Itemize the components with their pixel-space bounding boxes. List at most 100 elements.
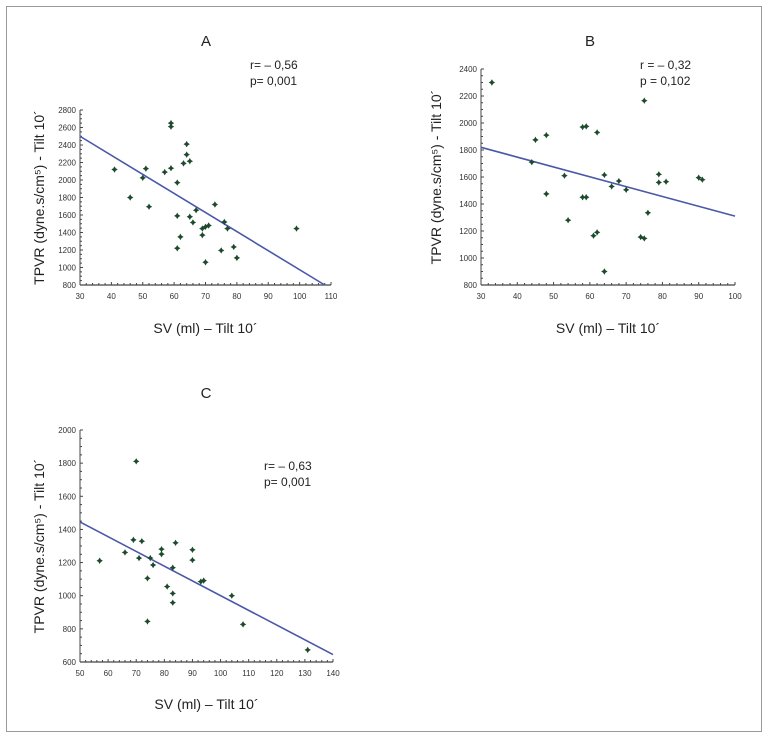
data-point: [180, 160, 187, 167]
x-tick-label: 60: [585, 292, 594, 301]
data-point: [561, 172, 568, 179]
data-point: [186, 157, 194, 165]
data-point: [224, 225, 231, 232]
data-point: [593, 129, 601, 136]
x-tick-label: 90: [264, 292, 273, 301]
x-tick-label: 70: [201, 292, 210, 301]
x-tick-label: 110: [242, 669, 255, 678]
data-point: [189, 546, 196, 554]
data-point: [488, 79, 496, 86]
data-point: [183, 140, 190, 148]
data-point: [161, 168, 168, 176]
data-point: [169, 564, 176, 571]
y-tick-label: 1400: [459, 200, 477, 209]
x-tick-label: 130: [298, 669, 312, 678]
stat-annotation: p= 0,001: [250, 74, 297, 88]
y-tick-label: 2000: [459, 119, 477, 128]
panel-title: A: [201, 33, 211, 50]
data-point: [147, 554, 154, 562]
x-tick-label: 60: [170, 292, 179, 301]
data-point: [601, 171, 608, 179]
x-tick-label: 50: [76, 669, 85, 678]
x-tick-label: 100: [728, 292, 742, 301]
y-tick-label: 2400: [58, 141, 76, 150]
y-tick-label: 2200: [58, 159, 76, 168]
data-point: [583, 123, 590, 130]
y-tick-label: 1600: [58, 492, 76, 501]
regression-line: [79, 521, 334, 656]
data-point: [601, 268, 608, 275]
data-point: [230, 243, 237, 251]
y-tick-label: 1400: [58, 525, 76, 534]
x-tick-label: 90: [694, 292, 703, 301]
data-point: [139, 174, 146, 182]
data-point: [528, 158, 535, 166]
x-tick-label: 30: [477, 292, 486, 301]
data-point: [211, 201, 219, 208]
x-tick-label: 80: [658, 292, 667, 301]
data-point: [233, 254, 241, 262]
stat-annotation: r= – 0,56: [250, 58, 298, 72]
data-point: [121, 549, 129, 556]
stat-annotation: r= – 0,63: [264, 459, 312, 473]
y-tick-label: 1400: [58, 229, 76, 238]
data-point: [304, 646, 311, 654]
stat-annotation: p= 0,001: [264, 475, 311, 489]
panel-title: C: [201, 385, 212, 402]
data-point: [662, 178, 670, 185]
data-point: [543, 131, 550, 139]
data-point: [637, 233, 644, 241]
regression-line: [480, 146, 736, 217]
regression-line: [79, 135, 326, 286]
y-axis-label: TPVR (dyne.s/cm⁵) - Tilt 10´: [428, 90, 444, 265]
data-point: [186, 213, 194, 220]
y-tick-label: 2000: [58, 426, 76, 435]
x-tick-label: 40: [107, 292, 116, 301]
data-point: [167, 123, 175, 130]
data-point: [583, 194, 590, 201]
y-tick-label: 1200: [459, 227, 477, 236]
data-point: [205, 222, 212, 229]
data-point: [221, 218, 228, 226]
data-point: [202, 223, 209, 231]
y-tick-label: 800: [63, 281, 77, 290]
data-point: [579, 194, 586, 201]
y-tick-label: 2200: [459, 92, 477, 101]
y-tick-label: 1200: [58, 559, 76, 568]
x-tick-label: 120: [270, 669, 284, 678]
data-point: [615, 177, 623, 185]
y-tick-label: 1000: [58, 592, 76, 601]
x-tick-label: 90: [188, 669, 197, 678]
x-tick-label: 140: [326, 669, 340, 678]
data-point: [174, 179, 181, 186]
y-tick-label: 800: [63, 625, 77, 634]
x-tick-label: 60: [104, 669, 113, 678]
data-point: [158, 550, 165, 558]
x-axis-label: SV (ml) – Tilt 10´: [153, 320, 257, 336]
data-point: [167, 164, 175, 172]
panel-b: 30 40 50 60 70 80 90 100 800 1000 1200 1400 1600 1800…: [428, 33, 742, 336]
data-point: [622, 186, 630, 194]
data-point: [172, 539, 179, 547]
data-point: [189, 219, 197, 226]
data-point: [543, 190, 550, 198]
data-point: [144, 575, 151, 582]
data-point: [695, 174, 702, 181]
data-point: [144, 618, 151, 625]
y-tick-label: 2000: [58, 176, 76, 185]
y-tick-label: 1800: [459, 146, 477, 155]
data-point: [167, 119, 175, 127]
x-tick-label: 40: [513, 292, 522, 301]
x-tick-label: 30: [76, 292, 85, 301]
y-tick-label: 1800: [58, 459, 76, 468]
data-point: [239, 621, 247, 628]
data-point: [163, 583, 171, 590]
data-point: [699, 176, 706, 183]
y-tick-label: 2800: [58, 106, 76, 115]
data-point: [532, 136, 539, 144]
panel-title: B: [585, 33, 595, 50]
data-point: [593, 229, 601, 236]
data-point: [579, 123, 586, 131]
data-point: [169, 599, 176, 606]
